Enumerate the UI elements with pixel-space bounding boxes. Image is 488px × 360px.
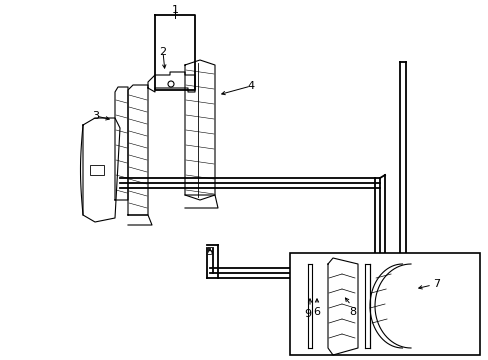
Bar bbox=[289, 253, 479, 355]
Text: 4: 4 bbox=[247, 81, 254, 91]
Text: 6: 6 bbox=[313, 307, 320, 317]
Text: 3: 3 bbox=[92, 111, 99, 121]
Text: 5: 5 bbox=[206, 247, 213, 257]
Text: 7: 7 bbox=[432, 279, 440, 289]
Text: 1: 1 bbox=[171, 5, 178, 15]
Text: 9: 9 bbox=[304, 309, 311, 319]
Bar bbox=[90, 165, 104, 175]
Text: 2: 2 bbox=[159, 47, 166, 57]
Text: 8: 8 bbox=[349, 307, 356, 317]
